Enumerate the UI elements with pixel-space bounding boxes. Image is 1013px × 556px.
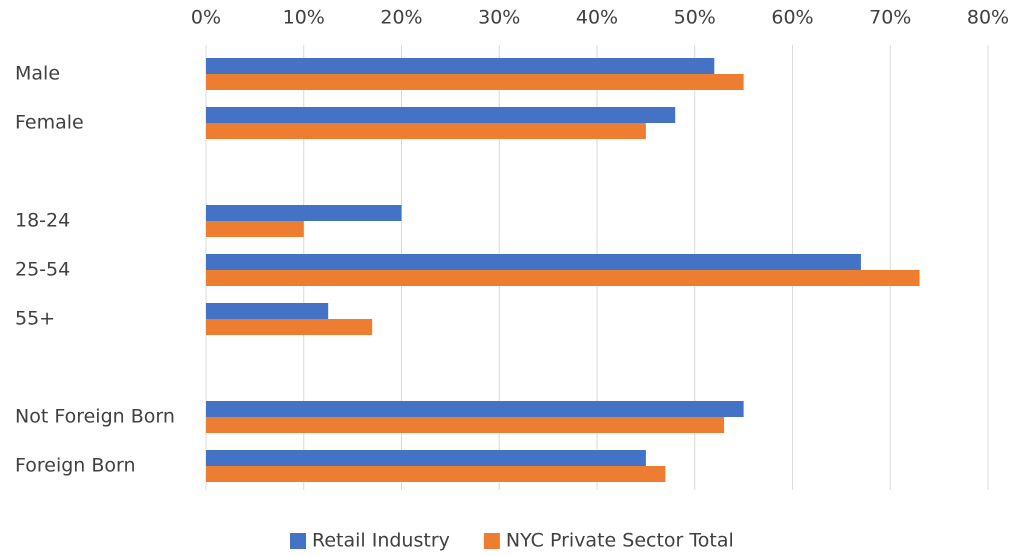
x-tick-label: 10% (283, 7, 325, 29)
bar (206, 123, 646, 139)
x-tick-label: 40% (576, 7, 618, 29)
bar (206, 417, 725, 433)
x-tick-label: 70% (869, 7, 911, 29)
legend-label: Retail Industry (312, 530, 450, 552)
bar (206, 450, 646, 466)
x-tick-label: 60% (771, 7, 813, 29)
y-tick-label: Not Foreign Born (15, 406, 175, 428)
bar (206, 319, 373, 335)
bar (206, 270, 920, 286)
legend-swatch (290, 533, 306, 549)
y-tick-label: 55+ (15, 308, 55, 330)
bar (206, 58, 715, 74)
bar (206, 303, 329, 319)
bar (206, 401, 744, 417)
bar (206, 107, 676, 123)
x-tick-label: 0% (191, 7, 221, 29)
legend-swatch (483, 533, 500, 549)
x-tick-label: 30% (478, 7, 520, 29)
bar (206, 254, 861, 270)
bar (206, 74, 744, 90)
y-tick-label: 18-24 (15, 210, 70, 232)
y-tick-label: Male (15, 63, 60, 85)
x-tick-label: 50% (674, 7, 716, 29)
y-tick-label: 25-54 (15, 259, 70, 281)
bar (206, 205, 402, 221)
bar (206, 466, 666, 482)
legend-label: NYC Private Sector Total (506, 530, 734, 552)
y-tick-label: Female (15, 112, 84, 134)
y-tick-label: Foreign Born (15, 455, 136, 477)
bar (206, 221, 304, 237)
x-tick-label: 80% (967, 7, 1009, 29)
x-tick-label: 20% (380, 7, 422, 29)
